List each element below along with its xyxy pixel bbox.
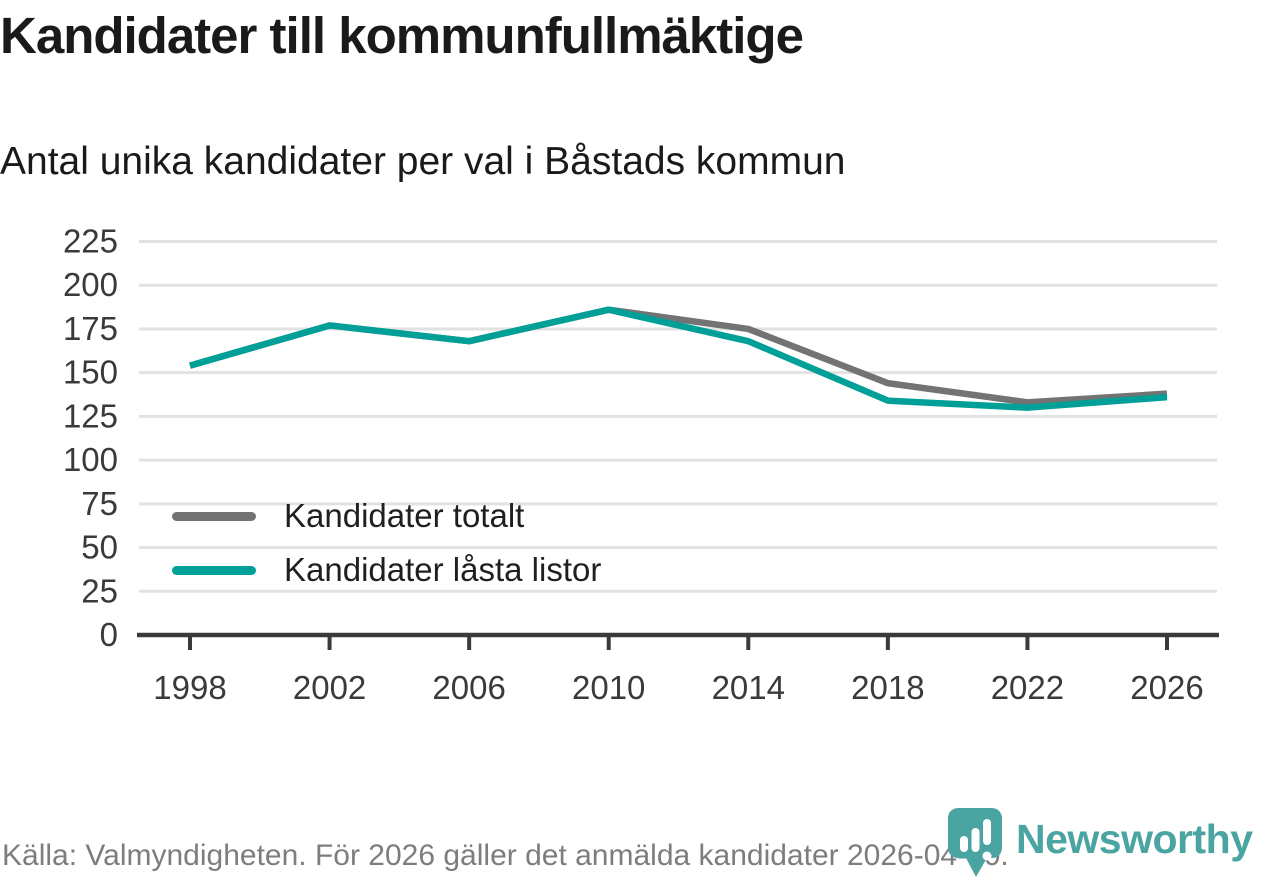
legend-swatch-lasta-listor xyxy=(172,565,256,575)
y-tick-label: 225 xyxy=(63,223,118,260)
y-tick-label: 150 xyxy=(63,354,118,391)
x-tick-label: 2026 xyxy=(1130,669,1203,706)
source-note: Källa: Valmyndigheten. För 2026 gäller d… xyxy=(2,839,1009,872)
legend-swatch-totalt xyxy=(172,511,256,521)
y-tick-label: 0 xyxy=(100,616,118,653)
chart-legend: Kandidater totalt Kandidater låsta listo… xyxy=(172,489,601,597)
page-title: Kandidater till kommunfullmäktige xyxy=(0,7,804,64)
chart-subtitle: Antal unika kandidater per val i Båstads… xyxy=(0,140,846,183)
legend-label-totalt: Kandidater totalt xyxy=(284,497,525,534)
y-tick-label: 100 xyxy=(63,441,118,478)
y-tick-label: 200 xyxy=(63,266,118,303)
y-tick-label: 25 xyxy=(81,572,118,609)
legend-item-lasta-listor: Kandidater låsta listor xyxy=(172,543,601,597)
legend-label-lasta-listor: Kandidater låsta listor xyxy=(284,551,602,588)
x-tick-label: 2006 xyxy=(432,669,505,706)
y-tick-label: 50 xyxy=(81,529,118,566)
x-tick-label: 2010 xyxy=(572,669,645,706)
y-tick-label: 175 xyxy=(63,310,118,347)
x-tick-label: 2002 xyxy=(293,669,366,706)
newsworthy-pin-icon xyxy=(948,808,1002,877)
y-tick-label: 75 xyxy=(81,485,118,522)
y-tick-label: 125 xyxy=(63,397,118,434)
x-tick-label: 2014 xyxy=(712,669,785,706)
x-tick-label: 1998 xyxy=(153,669,226,706)
x-tick-label: 2018 xyxy=(851,669,924,706)
legend-item-totalt: Kandidater totalt xyxy=(172,489,601,543)
newsworthy-wordmark: Newsworthy xyxy=(1016,816,1253,862)
series-line-lasta-listor xyxy=(189,306,1168,411)
newsworthy-logo: Newsworthy xyxy=(946,806,1253,879)
x-tick-label: 2022 xyxy=(991,669,1064,706)
